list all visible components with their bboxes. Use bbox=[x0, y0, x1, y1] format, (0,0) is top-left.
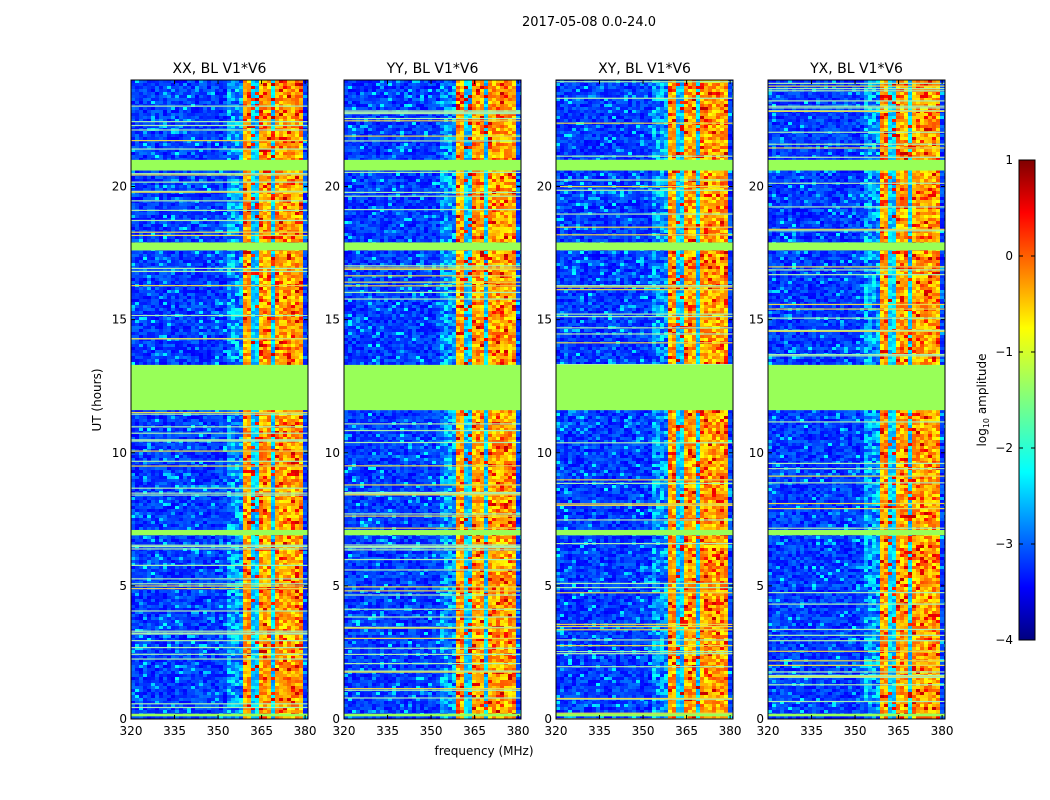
colorbar-tick-label: −1 bbox=[995, 345, 1013, 359]
colorbar-tick-label: −4 bbox=[995, 633, 1013, 647]
panel-3: YX, BL V1*V6 320 335 350 365 380 0 5 10 15 20 bbox=[749, 61, 954, 738]
panel-title: YX, BL V1*V6 bbox=[809, 61, 903, 77]
y-tick-label: 15 bbox=[112, 313, 127, 327]
panel-frame bbox=[343, 79, 522, 720]
y-tick-label: 15 bbox=[749, 313, 764, 327]
x-tick-label: 380 bbox=[507, 724, 530, 738]
y-tick-label: 20 bbox=[749, 180, 764, 194]
panel-title: XY, BL V1*V6 bbox=[598, 61, 691, 77]
colorbar-label-sub: 10 bbox=[982, 418, 991, 428]
y-tick-label: 15 bbox=[537, 313, 552, 327]
x-tick-label: 335 bbox=[800, 724, 823, 738]
y-tick-label: 5 bbox=[119, 579, 127, 593]
y-tick-label: 15 bbox=[325, 313, 340, 327]
colorbar-scale bbox=[1018, 159, 1036, 641]
panel-0: XX, BL V1*V6 320 335 350 365 380 0 5 10 15 20 bbox=[112, 61, 317, 738]
x-axis-label: frequency (MHz) bbox=[434, 744, 533, 758]
colorbar-tick-label: 0 bbox=[1005, 249, 1013, 263]
panel-frame bbox=[767, 79, 946, 720]
colorbar-label-suffix: amplitude bbox=[975, 354, 989, 418]
x-tick-label: 335 bbox=[376, 724, 399, 738]
colorbar-tick-label: 1 bbox=[1005, 153, 1013, 167]
colorbar-tick-label: −2 bbox=[995, 441, 1013, 455]
y-tick-label: 0 bbox=[756, 712, 764, 726]
colorbar: 10−1−2−3−4 log10 amplitude bbox=[975, 153, 1036, 647]
y-tick-label: 0 bbox=[119, 712, 127, 726]
y-tick-label: 0 bbox=[332, 712, 340, 726]
spectrogram-image bbox=[768, 80, 945, 719]
x-tick-label: 365 bbox=[887, 724, 910, 738]
panel-frame bbox=[555, 79, 734, 720]
y-tick-label: 5 bbox=[756, 579, 764, 593]
spectrogram-image bbox=[131, 80, 308, 719]
x-tick-label: 350 bbox=[207, 724, 230, 738]
panel-title: YY, BL V1*V6 bbox=[386, 61, 479, 77]
y-tick-label: 10 bbox=[537, 446, 552, 460]
y-tick-label: 20 bbox=[537, 180, 552, 194]
colorbar-tick-label: −3 bbox=[995, 537, 1013, 551]
y-tick-label: 5 bbox=[332, 579, 340, 593]
y-tick-label: 20 bbox=[325, 180, 340, 194]
figure-title: 2017-05-08 0.0-24.0 bbox=[522, 15, 656, 30]
panel-frame bbox=[130, 79, 309, 720]
x-tick-label: 380 bbox=[931, 724, 954, 738]
x-tick-label: 365 bbox=[250, 724, 273, 738]
y-axis-label: UT (hours) bbox=[90, 368, 104, 431]
y-tick-label: 5 bbox=[544, 579, 552, 593]
colorbar-label: log10 amplitude bbox=[975, 354, 991, 447]
x-tick-label: 320 bbox=[757, 724, 780, 738]
panel-1: YY, BL V1*V6 320 335 350 365 380 0 5 10 15 20 bbox=[325, 61, 530, 738]
x-tick-label: 320 bbox=[120, 724, 143, 738]
panel-title: XX, BL V1*V6 bbox=[173, 61, 267, 77]
colorbar-label-main: log bbox=[975, 428, 989, 446]
spectrogram-image bbox=[556, 80, 733, 719]
x-tick-label: 350 bbox=[632, 724, 655, 738]
spectrogram-image bbox=[344, 80, 521, 719]
panel-2: XY, BL V1*V6 320 335 350 365 380 0 5 10 15 20 bbox=[537, 61, 742, 738]
x-tick-label: 335 bbox=[163, 724, 186, 738]
y-tick-label: 0 bbox=[544, 712, 552, 726]
x-tick-label: 335 bbox=[588, 724, 611, 738]
x-tick-label: 365 bbox=[675, 724, 698, 738]
x-tick-label: 320 bbox=[333, 724, 356, 738]
x-tick-label: 350 bbox=[420, 724, 443, 738]
x-tick-label: 350 bbox=[844, 724, 867, 738]
y-tick-label: 10 bbox=[749, 446, 764, 460]
y-tick-label: 10 bbox=[325, 446, 340, 460]
y-tick-label: 10 bbox=[112, 446, 127, 460]
colorbar-ticks: 1 0 −1 −2 −3 −4 bbox=[995, 153, 1035, 647]
y-tick-label: 20 bbox=[112, 180, 127, 194]
x-tick-label: 380 bbox=[719, 724, 742, 738]
x-tick-label: 365 bbox=[463, 724, 486, 738]
x-tick-label: 320 bbox=[545, 724, 568, 738]
x-tick-label: 380 bbox=[294, 724, 317, 738]
